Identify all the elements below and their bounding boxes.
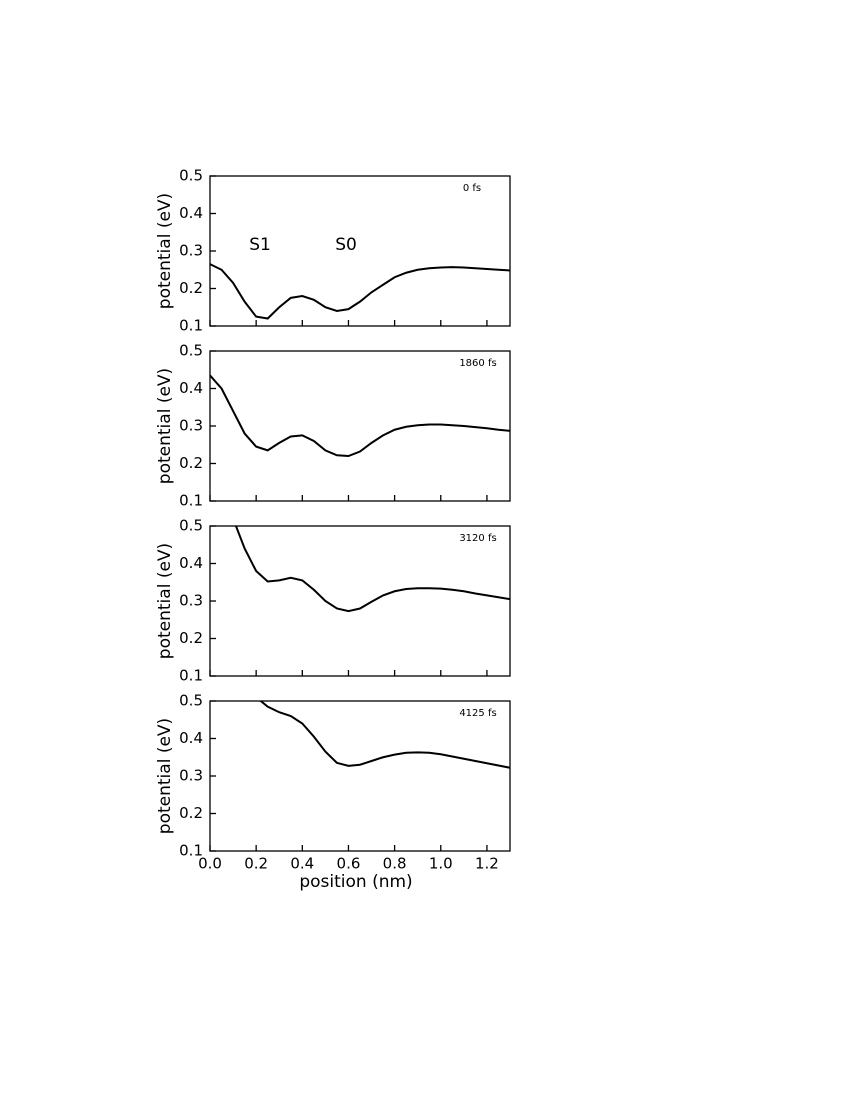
annotation: 0 fs bbox=[463, 183, 481, 194]
y-tick-label: 0.3 bbox=[179, 767, 203, 785]
annotation: S0 bbox=[335, 235, 357, 255]
x-tick-label: 0.2 bbox=[244, 855, 268, 873]
y-axis-label: potential (eV) bbox=[155, 368, 175, 484]
x-tick-label: 1.0 bbox=[429, 855, 453, 873]
y-tick-label: 0.2 bbox=[179, 279, 203, 297]
curve bbox=[259, 701, 510, 769]
y-tick-label: 0.4 bbox=[179, 379, 203, 397]
y-tick-label: 0.5 bbox=[179, 167, 203, 185]
annotation: 1860 fs bbox=[459, 358, 496, 369]
y-tick-label: 0.1 bbox=[179, 667, 203, 685]
curve bbox=[234, 526, 510, 613]
y-tick-label: 0.2 bbox=[179, 454, 203, 472]
x-tick-label: 0.6 bbox=[337, 855, 361, 873]
plot-frame bbox=[209, 700, 511, 852]
curve bbox=[210, 263, 510, 320]
y-axis-label: potential (eV) bbox=[155, 718, 175, 834]
y-tick-label: 0.4 bbox=[179, 729, 203, 747]
y-tick-label: 0.4 bbox=[179, 204, 203, 222]
x-tick-label: 1.2 bbox=[475, 855, 499, 873]
curve bbox=[210, 374, 510, 458]
x-tick-label: 0.4 bbox=[290, 855, 314, 873]
annotation: 4125 fs bbox=[459, 708, 496, 719]
y-tick-label: 0.3 bbox=[179, 592, 203, 610]
y-tick-label: 0.5 bbox=[179, 517, 203, 535]
y-tick-label: 0.2 bbox=[179, 804, 203, 822]
annotation: 3120 fs bbox=[459, 533, 496, 544]
y-tick-label: 0.1 bbox=[179, 492, 203, 510]
y-tick-label: 0.1 bbox=[179, 317, 203, 335]
y-tick-label: 0.5 bbox=[179, 692, 203, 710]
x-tick-label: 0.8 bbox=[383, 855, 407, 873]
x-tick-label: 0.0 bbox=[198, 855, 222, 873]
y-axis-label: potential (eV) bbox=[155, 543, 175, 659]
y-tick-label: 0.1 bbox=[179, 842, 203, 860]
annotation: S1 bbox=[249, 235, 271, 255]
plot-frame bbox=[209, 525, 511, 677]
y-tick-label: 0.3 bbox=[179, 417, 203, 435]
y-tick-label: 0.2 bbox=[179, 629, 203, 647]
panel: 0.1 0.2 0.3 0.4 0.5 0.0 0.2 0.4 0.6 0.8 1.0 1.2 pote… bbox=[155, 692, 511, 892]
y-tick-label: 0.5 bbox=[179, 342, 203, 360]
y-tick-label: 0.3 bbox=[179, 242, 203, 260]
y-axis-label: potential (eV) bbox=[155, 193, 175, 309]
x-axis-label: position (nm) bbox=[299, 872, 412, 892]
y-tick-label: 0.4 bbox=[179, 554, 203, 572]
